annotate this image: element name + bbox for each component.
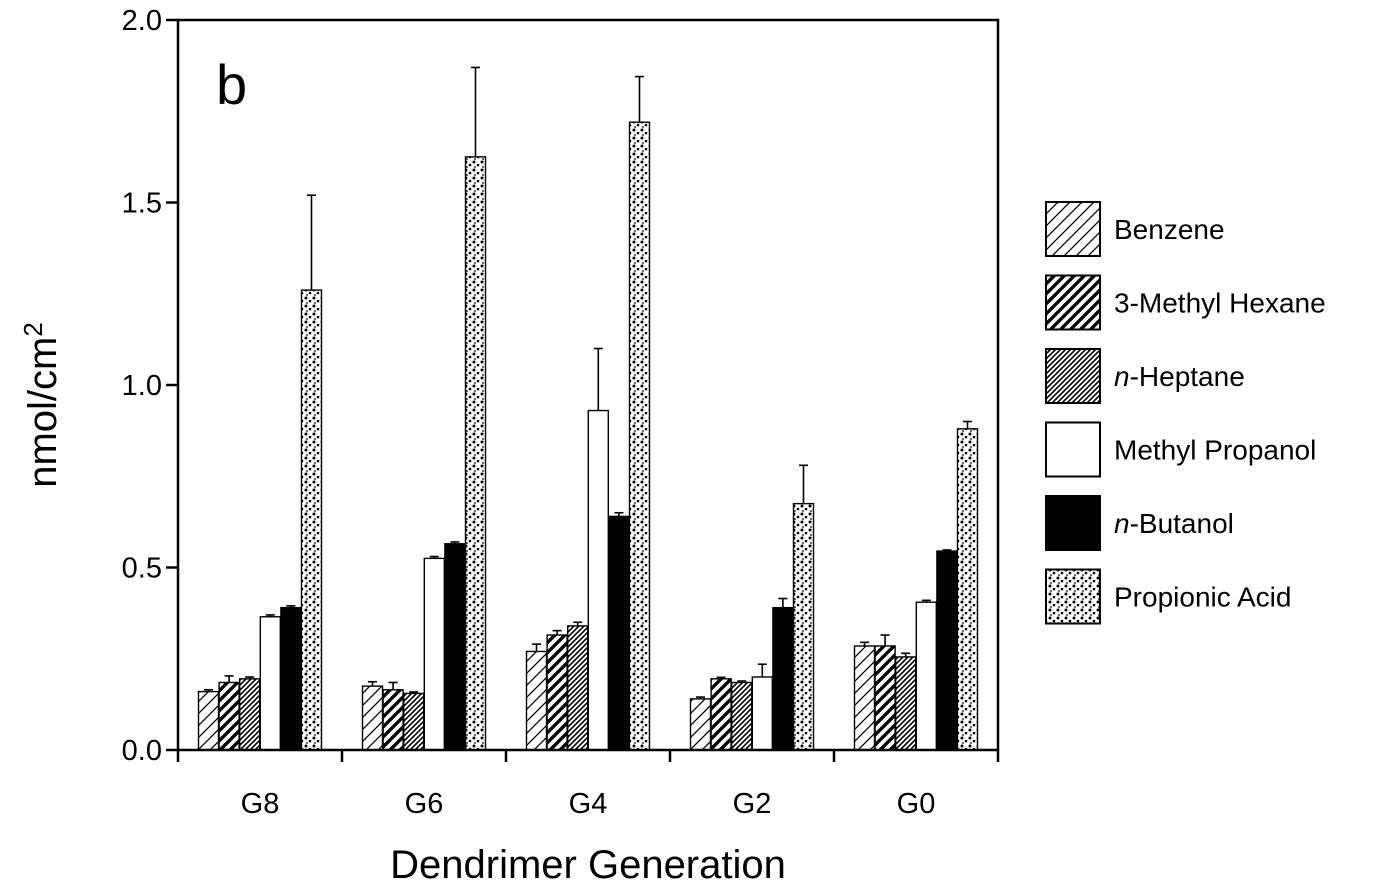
bar-groups	[197, 66, 979, 751]
legend-swatch	[1045, 568, 1101, 625]
bar	[874, 645, 896, 751]
bar	[772, 606, 794, 751]
legend-label-text: -Butanol	[1130, 508, 1234, 539]
bar	[915, 601, 937, 751]
bar	[525, 650, 548, 751]
y-axis-title: nmol/cm2	[18, 322, 65, 488]
y-tick-label: 2.0	[122, 5, 162, 37]
y-tick-label: 1.5	[122, 188, 162, 220]
panel-label: b	[216, 53, 247, 116]
bar	[403, 692, 425, 751]
legend-label: Benzene	[1114, 214, 1225, 245]
legend-label-italic-prefix: n	[1114, 361, 1130, 392]
bar	[587, 409, 609, 751]
bar-group-g4	[525, 75, 651, 751]
legend-label-italic-prefix: n	[1114, 508, 1130, 539]
bar	[936, 550, 958, 751]
legend-label-text: Methyl Propanol	[1114, 435, 1316, 466]
legend-swatch	[1045, 201, 1101, 257]
bar	[751, 676, 773, 751]
y-tick-label: 0.5	[122, 553, 162, 585]
bar	[546, 634, 568, 751]
bar	[792, 502, 815, 751]
bar-group-g2	[689, 464, 815, 751]
bar	[464, 156, 487, 751]
x-tick-label: G8	[241, 788, 280, 820]
bar	[300, 289, 323, 751]
bar	[853, 645, 876, 751]
legend-label-text: 3-Methyl Hexane	[1114, 288, 1326, 319]
legend-label: Propionic Acid	[1114, 582, 1291, 613]
legend-label: n-Heptane	[1114, 361, 1245, 392]
legend-item: 3-Methyl Hexane	[1045, 274, 1326, 331]
legend-swatch	[1045, 421, 1101, 478]
legend-item: Methyl Propanol	[1045, 421, 1316, 478]
y-tick-label: 1.0	[122, 370, 162, 402]
x-tick-label: G4	[569, 788, 608, 820]
x-axis-ticks: G8 G6 G4 G2 G0	[176, 750, 1000, 820]
bar	[689, 698, 712, 751]
bar	[361, 685, 384, 751]
legend-swatch	[1045, 274, 1101, 331]
legend-label-text: Propionic Acid	[1114, 582, 1291, 613]
legend-label-text: -Heptane	[1130, 361, 1245, 392]
bar	[731, 681, 753, 751]
bar	[382, 689, 404, 751]
bar-group-g8	[197, 194, 323, 751]
legend-item: Propionic Acid	[1045, 568, 1291, 625]
x-tick-label: G0	[897, 788, 936, 820]
bar	[567, 625, 589, 751]
bar-group-g0	[853, 420, 979, 751]
legend-label: 3-Methyl Hexane	[1114, 288, 1326, 319]
bar	[608, 515, 630, 751]
legend-label-text: Benzene	[1114, 214, 1225, 245]
y-tick-label: 0.0	[122, 735, 162, 767]
legend-item: n-Heptane	[1045, 348, 1245, 404]
legend-item: Benzene	[1045, 201, 1225, 257]
x-axis-title: Dendrimer Generation	[390, 843, 786, 887]
bar	[710, 678, 732, 751]
legend-label: Methyl Propanol	[1114, 435, 1316, 466]
legend-swatch	[1045, 495, 1101, 551]
x-tick-label: G6	[405, 788, 444, 820]
bar	[895, 656, 917, 751]
legend-label: n-Butanol	[1114, 508, 1234, 539]
bar	[218, 681, 240, 751]
bar	[259, 616, 281, 751]
y-axis-title-base: nmol/cm	[21, 337, 65, 488]
plot-frame	[176, 18, 1000, 752]
bar	[423, 557, 445, 751]
bar	[280, 606, 302, 751]
legend-swatch	[1045, 348, 1101, 404]
bar	[238, 678, 261, 751]
y-axis-ticks: 0.0 0.5 1.0 1.5 2.0	[122, 5, 178, 767]
legend-item: n-Butanol	[1045, 495, 1234, 551]
y-axis-title-superscript: 2	[18, 322, 48, 336]
bar	[444, 543, 466, 751]
x-tick-label: G2	[733, 788, 772, 820]
bar	[956, 428, 979, 751]
bar	[197, 690, 220, 751]
bar-group-g6	[361, 66, 487, 751]
bar	[628, 121, 651, 751]
